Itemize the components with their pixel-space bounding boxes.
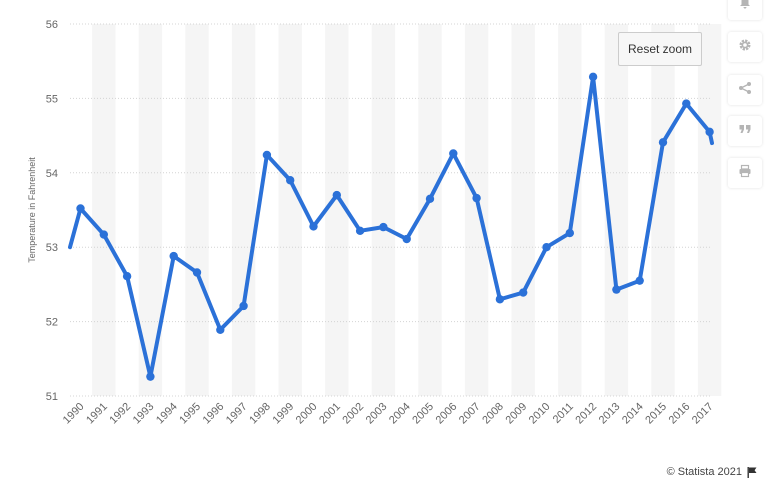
x-tick-label: 1996 — [201, 401, 227, 427]
y-tick-label: 55 — [46, 93, 58, 105]
band-2007 — [464, 24, 489, 396]
data-point-1995[interactable] — [192, 268, 202, 277]
data-point-2001[interactable] — [332, 190, 341, 200]
data-point-2002[interactable] — [355, 226, 365, 236]
band-2001 — [325, 24, 349, 396]
data-point-1994[interactable] — [169, 251, 178, 261]
y-axis-ticks: 51 52 53 54 55 56 — [46, 19, 58, 403]
gridlines — [70, 23, 712, 397]
data-point-2015[interactable] — [658, 138, 668, 147]
data-point-1992[interactable] — [122, 272, 132, 281]
alternate-bands — [92, 24, 722, 396]
x-tick-label: 1990 — [61, 401, 87, 427]
band-2005 — [418, 24, 442, 396]
x-tick-label: 2002 — [340, 401, 366, 427]
x-tick-label: 1991 — [84, 401, 110, 427]
data-point-2017[interactable] — [705, 127, 714, 137]
share-button[interactable] — [728, 75, 762, 105]
x-tick-label: 2008 — [480, 401, 506, 427]
data-point-2005[interactable] — [425, 194, 435, 204]
data-point-2014[interactable] — [635, 276, 644, 285]
x-tick-label: 2003 — [364, 401, 390, 427]
data-point-2010[interactable] — [542, 243, 551, 252]
x-tick-label: 2009 — [504, 401, 530, 427]
statista-credit[interactable]: © Statista 2021 — [667, 466, 757, 478]
data-point-2016[interactable] — [682, 99, 691, 108]
y-tick-label: 54 — [46, 168, 58, 180]
x-tick-label: 2013 — [597, 401, 623, 427]
cite-button[interactable] — [728, 116, 762, 146]
data-point-2012[interactable] — [588, 72, 598, 82]
x-tick-label: 2012 — [573, 401, 599, 427]
credit-text: © Statista 2021 — [666, 466, 742, 478]
band-2011 — [558, 24, 582, 396]
band-2017 — [697, 24, 722, 396]
band-1999 — [278, 24, 302, 396]
print-icon — [738, 164, 752, 183]
band-1997 — [231, 24, 256, 396]
data-point-1991[interactable] — [99, 230, 109, 239]
x-tick-label: 2004 — [387, 401, 413, 427]
data-point-1993[interactable] — [146, 372, 155, 381]
x-axis-ticks: 1990199119921993199419951996199719981999… — [61, 401, 716, 427]
y-tick-label: 56 — [46, 19, 58, 31]
data-point-2007[interactable] — [472, 193, 481, 203]
x-tick-label: 2000 — [294, 401, 320, 427]
x-tick-label: 2014 — [620, 401, 646, 427]
x-tick-label: 2010 — [527, 401, 553, 427]
bell-icon — [738, 0, 752, 15]
x-tick-label: 2015 — [643, 401, 669, 427]
x-tick-label: 2011 — [551, 401, 576, 426]
band-1991 — [92, 24, 116, 396]
y-tick-label: 52 — [46, 317, 58, 329]
x-tick-label: 2001 — [317, 401, 343, 427]
data-point-2000[interactable] — [309, 222, 318, 231]
band-2009 — [511, 24, 535, 396]
notification-button[interactable] — [728, 0, 762, 20]
x-tick-label: 2016 — [667, 401, 693, 427]
band-1993 — [138, 24, 163, 396]
x-tick-label: 1993 — [131, 401, 157, 427]
share-icon — [738, 81, 752, 100]
flag-icon — [747, 466, 757, 478]
y-tick-label: 53 — [46, 242, 58, 254]
data-point-2008[interactable] — [495, 295, 505, 304]
band-2013 — [604, 24, 629, 396]
data-point-2013[interactable] — [612, 285, 621, 294]
data-point-1997[interactable] — [239, 301, 248, 311]
gear-icon — [738, 38, 752, 57]
x-tick-label: 2017 — [690, 401, 716, 427]
print-button[interactable] — [728, 158, 762, 188]
data-point-1990[interactable] — [76, 204, 85, 213]
band-2015 — [651, 24, 675, 396]
x-tick-label: 1994 — [154, 401, 180, 427]
band-1995 — [185, 24, 209, 396]
data-point-2011[interactable] — [565, 228, 574, 238]
x-tick-label: 2007 — [457, 401, 483, 427]
x-tick-label: 1999 — [271, 401, 297, 427]
x-tick-label: 1995 — [177, 401, 203, 427]
data-point-1999[interactable] — [286, 176, 295, 185]
data-point-1996[interactable] — [216, 325, 225, 334]
data-point-2004[interactable] — [402, 234, 411, 244]
x-tick-label: 2005 — [410, 401, 436, 427]
x-tick-label: 1998 — [247, 401, 273, 427]
x-tick-label: 2006 — [434, 401, 460, 427]
quote-icon — [738, 122, 752, 141]
settings-button[interactable] — [728, 32, 762, 62]
data-point-1998[interactable] — [262, 150, 272, 160]
y-axis-title: Temperature in Fahrenheit — [27, 157, 37, 263]
reset-zoom-button[interactable]: Reset zoom — [618, 32, 702, 66]
x-tick-label: 1997 — [224, 401, 250, 427]
data-point-2009[interactable] — [519, 288, 528, 297]
series-temperature — [68, 72, 714, 381]
x-tick-label: 1992 — [107, 401, 133, 427]
data-point-2006[interactable] — [449, 149, 458, 158]
band-2003 — [371, 24, 396, 396]
data-point-2003[interactable] — [379, 222, 388, 232]
y-tick-label: 51 — [46, 391, 58, 403]
